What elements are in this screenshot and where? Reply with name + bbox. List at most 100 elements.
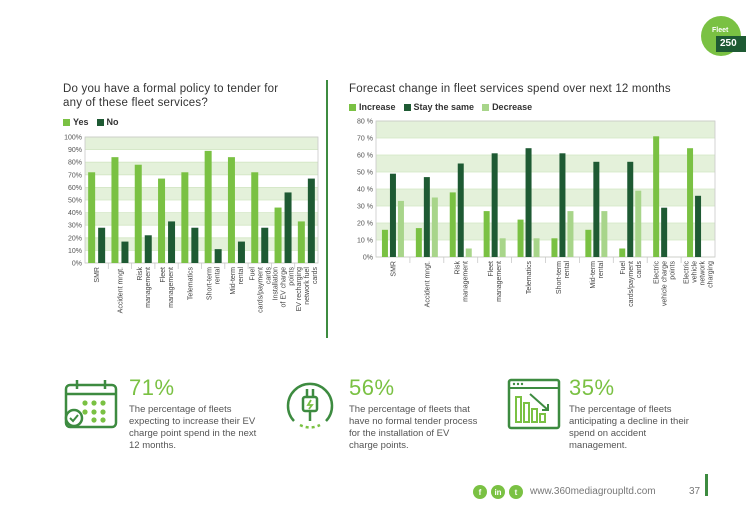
chart2-bar-0-5 [551, 238, 558, 257]
chart2-bar-2-2 [465, 248, 472, 257]
chart2-xlabel-line: Fleet [488, 261, 495, 277]
chart1-xlabel-2: Risk management [137, 267, 152, 308]
legend-label-no: No [106, 117, 119, 127]
chart2-xlabel-line: Fuel [620, 261, 627, 275]
calendar-check-icon [64, 380, 118, 429]
chart1-xlabel-line: network fuel [304, 267, 311, 305]
chart2-title: Forecast change in fleet services spend … [349, 83, 671, 95]
chart1-xlabel-line: Short-term [207, 267, 214, 300]
chart1-bar-1-2 [144, 235, 152, 263]
chart1-xlabel-line: points [289, 267, 296, 286]
stat-icon-calendar [63, 377, 119, 438]
chart1-xlabel-line: Fuel [249, 267, 256, 281]
chart2-bar-1-6 [593, 161, 600, 257]
chart2-xlabel-line: network [700, 261, 707, 286]
chart2-bar-0-2 [449, 192, 456, 257]
chart2-ytick: 80 % [357, 119, 373, 126]
chart1-xlabel-line: Installation [273, 267, 280, 301]
legend-item-increase: Increase [349, 102, 396, 112]
chart1-ytick: 20% [68, 235, 82, 242]
legend-item-no: No [96, 117, 119, 127]
chart1-band [85, 212, 318, 226]
twitter-icon[interactable]: t [509, 485, 523, 499]
chart2-xlabel-line: Telematics [526, 261, 533, 295]
chart2-xlabel-7: Fuel cards/payment cards [620, 261, 643, 307]
chart1-bar-1-7 [261, 227, 269, 263]
chart2-xlabel-5: Short-term rental [556, 261, 571, 295]
chart1-ytick: 60% [68, 185, 82, 192]
chart2-xlabel-line: Accident mngt. [424, 261, 431, 307]
chart2-bar-0-8 [653, 136, 660, 257]
chart2-bar-2-3 [499, 238, 506, 257]
chart2-bar-0-4 [517, 219, 524, 257]
chart2-bar-2-1 [431, 197, 438, 257]
footer-url[interactable]: www.360mediagroupltd.com [530, 486, 656, 497]
chart2-xlabel-1: Accident mngt. [424, 261, 431, 307]
chart1-bar-1-9 [307, 178, 315, 263]
chart2-bar-1-7 [627, 161, 634, 257]
chart2-xlabel-2: Risk management [454, 261, 469, 302]
chart1-bar-0-2 [134, 164, 142, 263]
chart1-xlabel-0: SMR [94, 267, 101, 283]
stat-1-value: 71% [129, 375, 175, 400]
chart1-xlabel-line: management [145, 267, 152, 308]
chart2-ytick: 10 % [357, 238, 373, 245]
chart2-bar-1-4 [525, 148, 532, 257]
chart1-ytick: 80% [68, 160, 82, 167]
legend-item-decrease: Decrease [482, 102, 532, 112]
chart1-xlabel-5: Short-term rental [207, 267, 222, 301]
chart2-ytick: 50 % [357, 170, 373, 177]
chart2-xlabel-line: cards [636, 261, 643, 279]
chart1-xlabel-line: Accident mngt. [117, 267, 124, 313]
stat-3: 35% The percentage of fleets anticipatin… [569, 375, 699, 452]
chart2-xlabel-0: SMR [390, 261, 397, 277]
facebook-icon[interactable]: f [473, 485, 487, 499]
chart2-xlabel-9: Electric vehicle network charging [684, 261, 715, 288]
chart1-bar-1-4 [191, 227, 199, 263]
chart1-xlabel-line: management [168, 267, 175, 308]
chart2-bar-0-1 [415, 228, 422, 257]
chart1-xlabel-line: rental [238, 267, 245, 285]
chart1-xlabel-4: Telematics [187, 267, 194, 301]
chart1-bar-1-0 [98, 227, 106, 263]
chart2-xlabel-line: rental [564, 261, 571, 279]
logo-mark [701, 16, 746, 56]
chart2-bar-1-9 [695, 195, 702, 257]
chart2-bar-1-2 [457, 163, 464, 257]
stat-3-value: 35% [569, 375, 615, 400]
chart1-ytick: 70% [68, 172, 82, 179]
legend-item-same: Stay the same [403, 102, 475, 112]
chart2-bar-2-4 [533, 238, 540, 257]
declining-chart-icon [507, 378, 561, 430]
chart1-xlabel-8: Installation of EV charge points [273, 267, 296, 308]
chart2-bar-0-0 [381, 229, 388, 257]
chart1-bar-1-3 [168, 221, 176, 263]
stat-2-desc: The percentage of fleets that have no fo… [349, 404, 478, 451]
chart2-xlabel-line: management [496, 261, 503, 302]
chart2-ytick: 40 % [357, 187, 373, 194]
chart1-ytick: 10% [68, 248, 82, 255]
chart2-bar-1-1 [423, 177, 430, 257]
chart2-bar-1-5 [559, 153, 566, 257]
chart1-ytick: 50% [68, 198, 82, 205]
legend-label-increase: Increase [359, 102, 396, 112]
logo-number: 250 [720, 38, 737, 49]
chart1-legend: Yes No [63, 117, 119, 127]
chart2-xlabel-4: Telematics [526, 261, 533, 295]
footer-bar [705, 474, 708, 496]
chart2-bar-0-9 [687, 148, 694, 257]
chart2-xlabel-line: points [670, 261, 677, 280]
chart1-xlabel-7: Fuel cards/payment cards [249, 267, 272, 313]
chart2-xlabel-line: vehicle charge [662, 261, 669, 306]
page-number: 37 [689, 486, 701, 497]
chart1-ytick: 90% [68, 147, 82, 154]
chart1-bar-0-8 [274, 207, 282, 263]
chart2-ytick: 30 % [357, 204, 373, 211]
linkedin-icon[interactable]: in [491, 485, 505, 499]
chart2-bar-2-7 [635, 190, 642, 257]
legend-label-same: Stay the same [413, 102, 475, 112]
stat-2-value: 56% [349, 375, 395, 400]
chart1-xlabel-line: cards/payment [257, 267, 264, 313]
chart1-bar-0-0 [88, 172, 96, 263]
